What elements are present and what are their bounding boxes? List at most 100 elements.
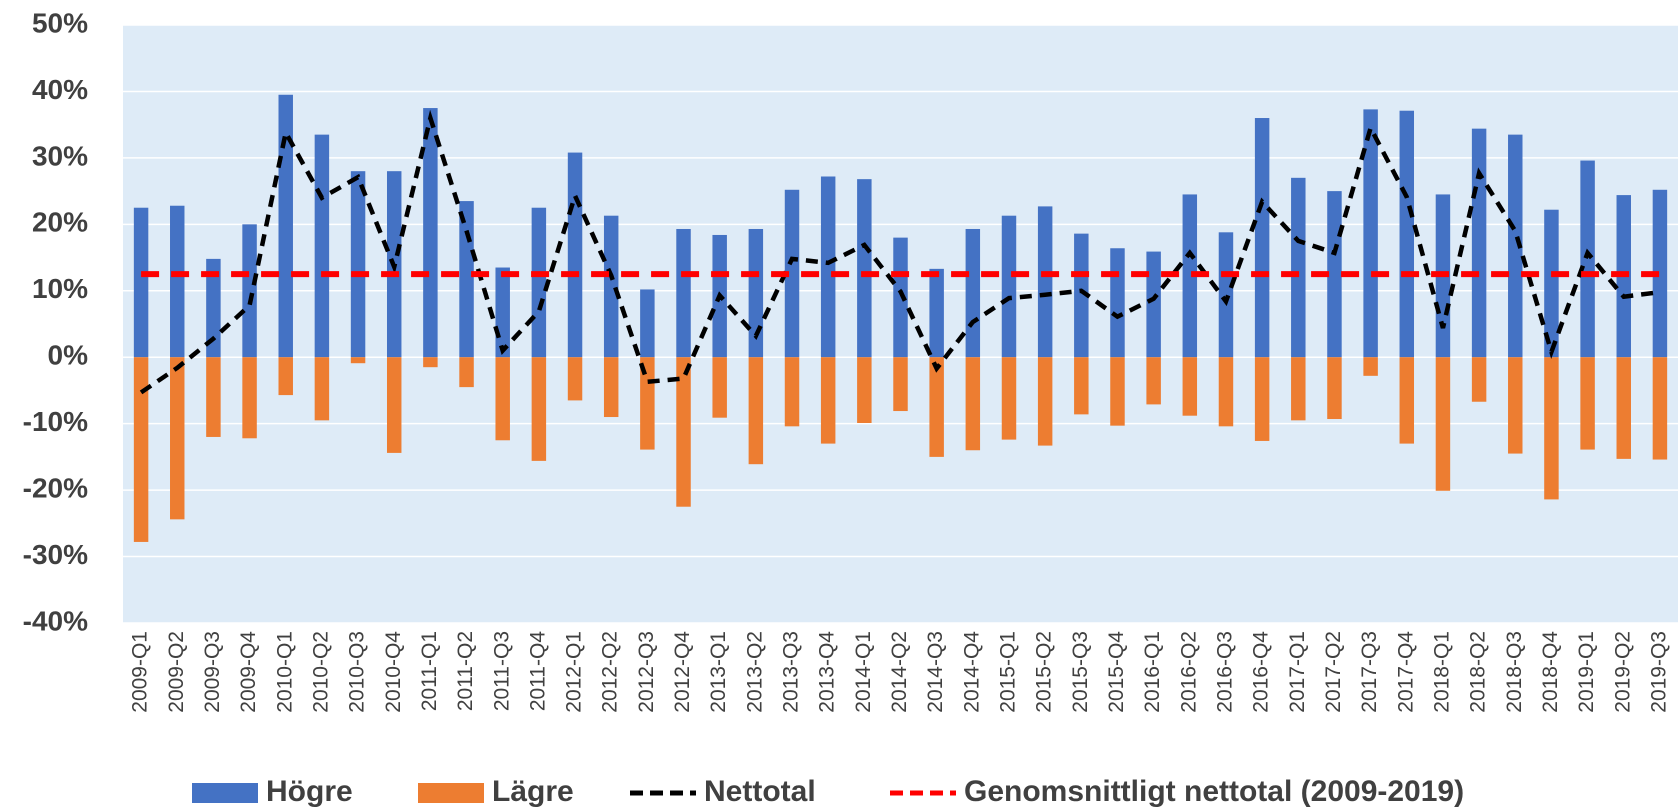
bar [1074, 233, 1089, 358]
x-tick-label: 2012-Q3 [635, 631, 658, 713]
bar [1218, 357, 1234, 427]
bar [965, 228, 981, 358]
bar [1001, 215, 1017, 358]
x-tick-label: 2014-Q4 [960, 631, 983, 713]
bar [1652, 357, 1668, 460]
bar [170, 205, 185, 358]
bar [350, 171, 366, 358]
legend-label: Högre [266, 775, 353, 808]
bar [567, 357, 583, 401]
bar [1146, 357, 1161, 405]
x-tick-label: 2017-Q3 [1358, 631, 1381, 713]
bar [495, 357, 510, 441]
bar [1544, 209, 1559, 358]
bar [1508, 357, 1523, 454]
bar [640, 289, 655, 358]
bar [1291, 357, 1306, 421]
x-tick-label: 2015-Q1 [997, 631, 1020, 713]
bar [1218, 232, 1234, 358]
legend-label: Lägre [492, 775, 574, 808]
x-tick-label: 2011-Q4 [526, 631, 549, 711]
bar [929, 268, 944, 358]
bar [495, 267, 510, 358]
y-tick-label: 20% [32, 207, 88, 238]
x-tick-label: 2012-Q4 [671, 631, 694, 713]
bar [857, 179, 872, 358]
bar [712, 357, 727, 418]
y-tick-label: 0% [48, 340, 89, 371]
bar [1074, 357, 1089, 415]
x-tick-label: 2010-Q2 [309, 631, 332, 713]
bar [1037, 206, 1053, 358]
bar [1110, 248, 1125, 358]
x-tick-label: 2014-Q1 [852, 631, 875, 713]
x-tick-label: 2012-Q2 [599, 631, 622, 713]
bar [278, 94, 293, 358]
bar [459, 201, 474, 358]
bar [676, 357, 691, 507]
x-tick-label: 2018-Q3 [1503, 631, 1526, 713]
x-tick-label: 2018-Q4 [1539, 631, 1562, 713]
x-tick-label: 2017-Q2 [1322, 631, 1345, 713]
labels: -40% -30% -20% -10% 0% 10% 20% 30% 40% 50% 2009-Q1… [23, 7, 1671, 712]
bar [1037, 357, 1053, 446]
bar [1435, 357, 1451, 491]
bar [314, 357, 330, 421]
x-tick-label: 2009-Q3 [201, 631, 224, 713]
x-tick-label: 2013-Q2 [743, 631, 766, 713]
bar [1146, 251, 1161, 358]
bar [567, 152, 583, 358]
x-tick-label: 2010-Q3 [346, 631, 369, 713]
bar [206, 357, 221, 437]
x-tick-label: 2013-Q3 [780, 631, 803, 713]
bar [133, 207, 149, 358]
x-tick-label: 2010-Q4 [382, 631, 405, 713]
bar [459, 357, 474, 388]
bar [1544, 357, 1559, 500]
bar [1471, 128, 1487, 358]
bar [423, 108, 438, 358]
y-tick-label: -10% [23, 406, 88, 437]
y-tick-label: 40% [32, 74, 88, 105]
bar [1399, 110, 1415, 358]
y-tick-label: -40% [23, 605, 88, 636]
bar [350, 357, 366, 364]
x-tick-label: 2014-Q3 [924, 631, 947, 713]
bar [1182, 194, 1198, 358]
legend-swatch [418, 783, 484, 803]
bar [1616, 357, 1631, 459]
legend-swatch [192, 783, 258, 803]
bar [242, 357, 257, 439]
y-tick-label: 10% [32, 273, 88, 304]
bar [278, 357, 293, 396]
bar [1291, 177, 1306, 358]
bar [531, 207, 547, 358]
bar [1363, 109, 1378, 358]
x-tick-label: 2013-Q4 [816, 631, 839, 713]
x-tick-label: 2019-Q3 [1647, 631, 1670, 713]
bar [1399, 357, 1415, 444]
bar [133, 357, 149, 542]
bars [133, 94, 1668, 542]
bar [603, 357, 619, 418]
line [139, 109, 1661, 395]
x-tick-label: 2010-Q1 [273, 631, 296, 713]
bar [1182, 357, 1198, 416]
y-tick-label: -20% [23, 473, 88, 504]
bar [748, 357, 764, 465]
legend-label: Nettotal [704, 775, 816, 808]
bar [206, 258, 221, 358]
bar [929, 357, 944, 457]
bar [1363, 357, 1378, 376]
bar [531, 357, 547, 461]
y-tick-label: -30% [23, 539, 88, 570]
bar [1327, 357, 1342, 420]
bar [314, 134, 330, 358]
bar [170, 357, 185, 520]
lines [139, 109, 1661, 395]
bar [893, 357, 908, 412]
bar [1471, 357, 1487, 402]
bar [748, 228, 764, 358]
x-tick-label: 2011-Q3 [490, 631, 513, 711]
